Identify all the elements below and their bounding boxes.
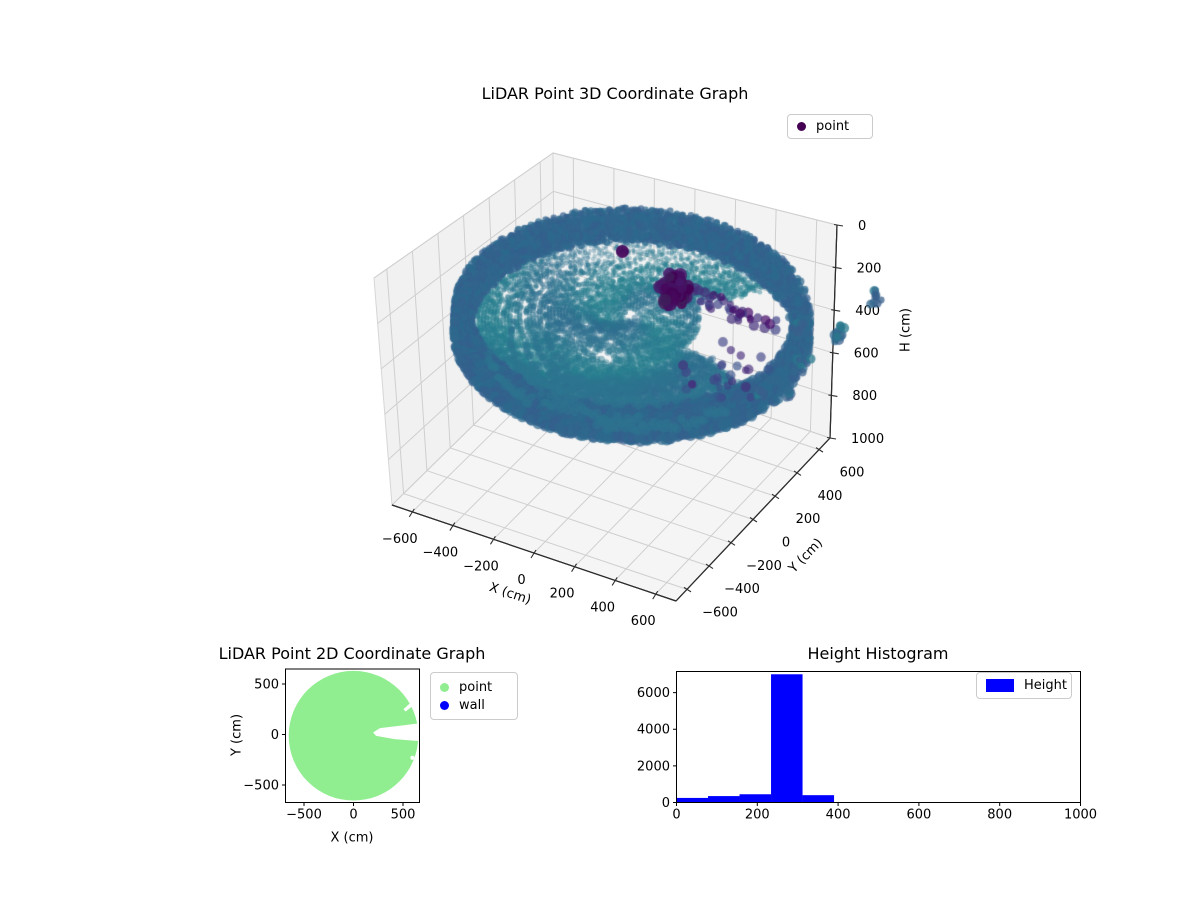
plot2d-yaxis-label: Y (cm) bbox=[229, 713, 245, 757]
plot2d-title: LiDAR Point 2D Coordinate Graph bbox=[218, 644, 486, 663]
height-marker-icon bbox=[986, 679, 1014, 692]
point-marker-icon bbox=[797, 122, 806, 131]
legend-label: point bbox=[459, 679, 493, 695]
legend-item-wall-2d: wall bbox=[440, 699, 508, 712]
legend-label: Height bbox=[1024, 678, 1067, 693]
point-marker-icon bbox=[440, 682, 449, 692]
histogram-title: Height Histogram bbox=[807, 644, 949, 663]
histogram-legend: Height bbox=[976, 672, 1072, 699]
legend-item-point-3d: point bbox=[797, 120, 863, 133]
wall-marker-icon bbox=[440, 700, 449, 710]
plot2d-legend: point wall bbox=[430, 672, 518, 720]
plot3d-title: LiDAR Point 3D Coordinate Graph bbox=[481, 84, 749, 103]
plot2d-xaxis-label: X (cm) bbox=[330, 830, 374, 846]
legend-item-point-2d: point bbox=[440, 681, 508, 694]
legend-label: wall bbox=[459, 697, 485, 713]
legend-item-height: Height bbox=[986, 679, 1067, 692]
legend-label: point bbox=[816, 119, 850, 134]
plot3d-zaxis-label: H (cm) bbox=[898, 308, 914, 352]
plot3d-legend: point bbox=[787, 114, 873, 139]
